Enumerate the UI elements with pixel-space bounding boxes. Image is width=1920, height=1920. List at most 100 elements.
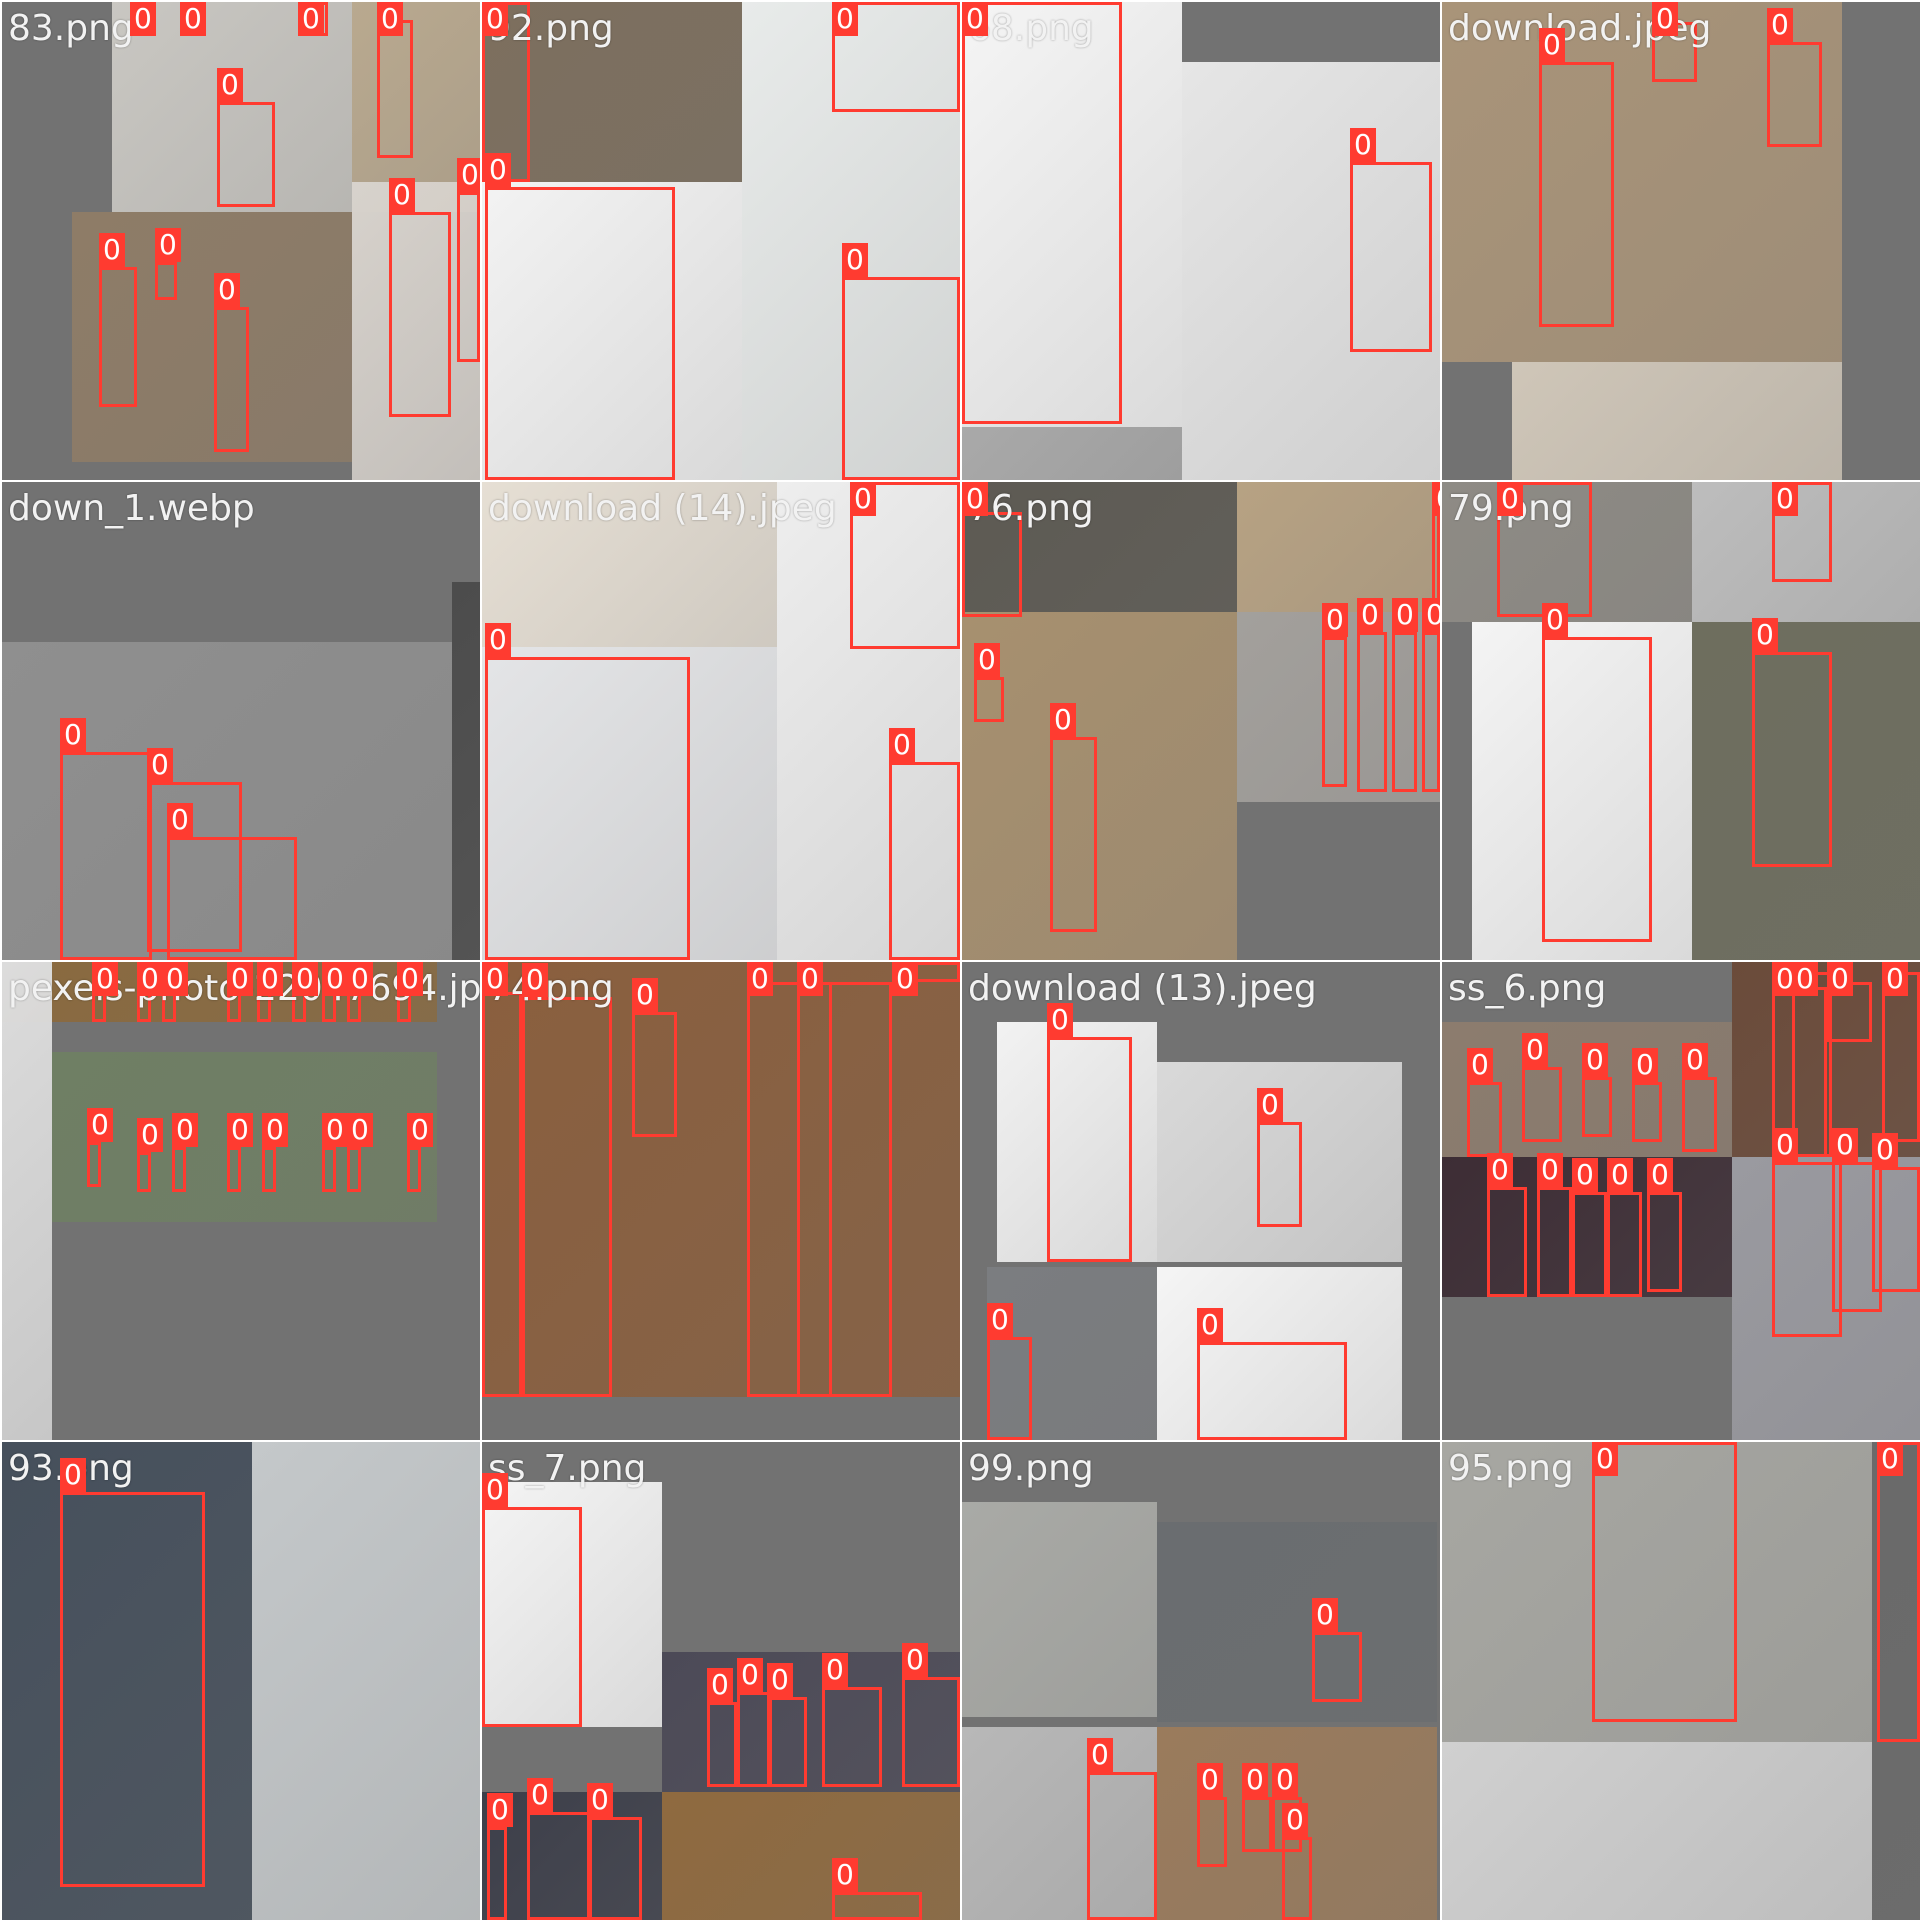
- photo-region: [662, 1792, 960, 1920]
- class-label: 0: [485, 153, 511, 187]
- class-label: 0: [1632, 1048, 1658, 1082]
- photo-region: [962, 1502, 1157, 1717]
- photo-region: [1732, 1157, 1920, 1440]
- class-label: 0: [347, 962, 373, 996]
- class-label: 0: [167, 803, 193, 837]
- class-label: 0: [298, 2, 324, 36]
- detection-box: [797, 982, 892, 1397]
- photo-region: [1442, 1442, 1872, 1742]
- class-label: 0: [962, 482, 988, 516]
- photo-region: [987, 1267, 1157, 1440]
- photo-region: [1872, 1442, 1920, 1920]
- class-label: 0: [1497, 482, 1523, 516]
- class-label: 0: [1257, 1088, 1283, 1122]
- detection-box: [889, 762, 960, 960]
- detection-box: [137, 1152, 151, 1192]
- detection-box: [147, 782, 242, 952]
- photo-region: [1182, 62, 1440, 480]
- photo-region: [1442, 2, 1842, 362]
- detection-box: [1647, 1192, 1682, 1292]
- class-label: 0: [1242, 1763, 1268, 1797]
- class-label: 0: [482, 2, 508, 36]
- class-label: 0: [1197, 1308, 1223, 1342]
- photo-region: [1472, 622, 1692, 960]
- class-label: 0: [1392, 598, 1418, 632]
- photo-region: [1237, 482, 1440, 612]
- class-label: 0: [1282, 1803, 1308, 1837]
- detection-box: [1632, 1082, 1662, 1142]
- class-label: 0: [155, 228, 181, 262]
- class-label: 0: [1422, 598, 1440, 632]
- class-label: 0: [1872, 1133, 1898, 1167]
- photo-region: [112, 2, 352, 212]
- detection-box: [822, 1687, 882, 1787]
- class-label: 0: [292, 962, 318, 996]
- detection-box: [407, 1147, 421, 1192]
- detection-box: [1772, 1162, 1842, 1337]
- photo-region: [962, 2, 1182, 427]
- detection-box: [1539, 62, 1614, 327]
- detection-box: [1882, 972, 1920, 1142]
- photo-region: [962, 612, 1237, 960]
- detection-box: [217, 102, 275, 207]
- class-label: 0: [347, 1113, 373, 1147]
- class-label: 0: [1197, 1763, 1223, 1797]
- detection-box: [389, 212, 451, 417]
- class-label: 0: [397, 962, 423, 996]
- class-label: 0: [522, 963, 548, 997]
- class-label: 0: [487, 1793, 513, 1827]
- class-label: 0: [974, 643, 1000, 677]
- photo-region: [482, 647, 777, 960]
- detection-box: [167, 837, 297, 960]
- photo-region: [2, 642, 452, 960]
- photo-region: [742, 2, 960, 480]
- photo-region: [482, 962, 960, 1397]
- tile-filename: 83.png: [8, 8, 134, 49]
- mosaic-tile: 0 0 0 0 0 0 0 0 0 0 83.png: [2, 2, 480, 480]
- detection-box: [1572, 1192, 1607, 1297]
- class-label: 0: [227, 1113, 253, 1147]
- tile-filename: 76.png: [968, 488, 1094, 529]
- class-label: 0: [262, 1113, 288, 1147]
- mosaic-tile: 0 0 0 0 0 0 74.png: [482, 962, 960, 1440]
- detection-box: [1752, 652, 1832, 867]
- mosaic-tile: 0 0 0 down_1.webp: [2, 482, 480, 960]
- tile-filename: 92.png: [488, 8, 614, 49]
- detection-box: [1050, 737, 1097, 932]
- photo-region: [2, 962, 52, 1440]
- class-label: 0: [217, 68, 243, 102]
- class-label: 0: [1582, 1043, 1608, 1077]
- detection-box: [487, 1827, 507, 1920]
- detection-box: [747, 982, 832, 1397]
- class-label: 0: [60, 1458, 86, 1492]
- detection-box: [457, 192, 480, 362]
- class-label: 0: [1487, 1153, 1513, 1187]
- class-label: 0: [485, 623, 511, 657]
- mosaic-tile: 0 0 0 0 0 0 99.png: [962, 1442, 1440, 1920]
- detection-box: [1582, 1077, 1612, 1137]
- mosaic-tile: 0000000076.png: [962, 482, 1440, 960]
- class-label: 0: [1607, 1158, 1633, 1192]
- mosaic-tile: 0 0 0 download.jpeg: [1442, 2, 1920, 480]
- class-label: 0: [1087, 1738, 1113, 1772]
- class-label: 0: [180, 2, 206, 36]
- photo-region: [1237, 612, 1440, 802]
- mosaic-tile: 0 0 0 0 download (13).jpeg: [962, 962, 1440, 1440]
- class-label: 0: [257, 962, 283, 996]
- class-label: 0: [767, 1663, 793, 1697]
- detection-box: [962, 2, 1122, 424]
- detection-box: [1832, 1162, 1882, 1312]
- detection-box: [832, 1892, 922, 1920]
- class-label: 0: [1592, 1442, 1618, 1476]
- detection-box: [1537, 1187, 1572, 1297]
- photo-region: [1157, 1522, 1437, 1722]
- class-label: 0: [1792, 962, 1818, 996]
- class-label: 0: [99, 233, 125, 267]
- detection-box: [1592, 1442, 1737, 1722]
- class-label: 0: [1882, 962, 1908, 996]
- class-label: 0: [832, 2, 858, 36]
- detection-box: [482, 992, 522, 1397]
- detection-box: [60, 752, 152, 960]
- class-label: 0: [137, 1118, 163, 1152]
- class-label: 0: [747, 962, 773, 996]
